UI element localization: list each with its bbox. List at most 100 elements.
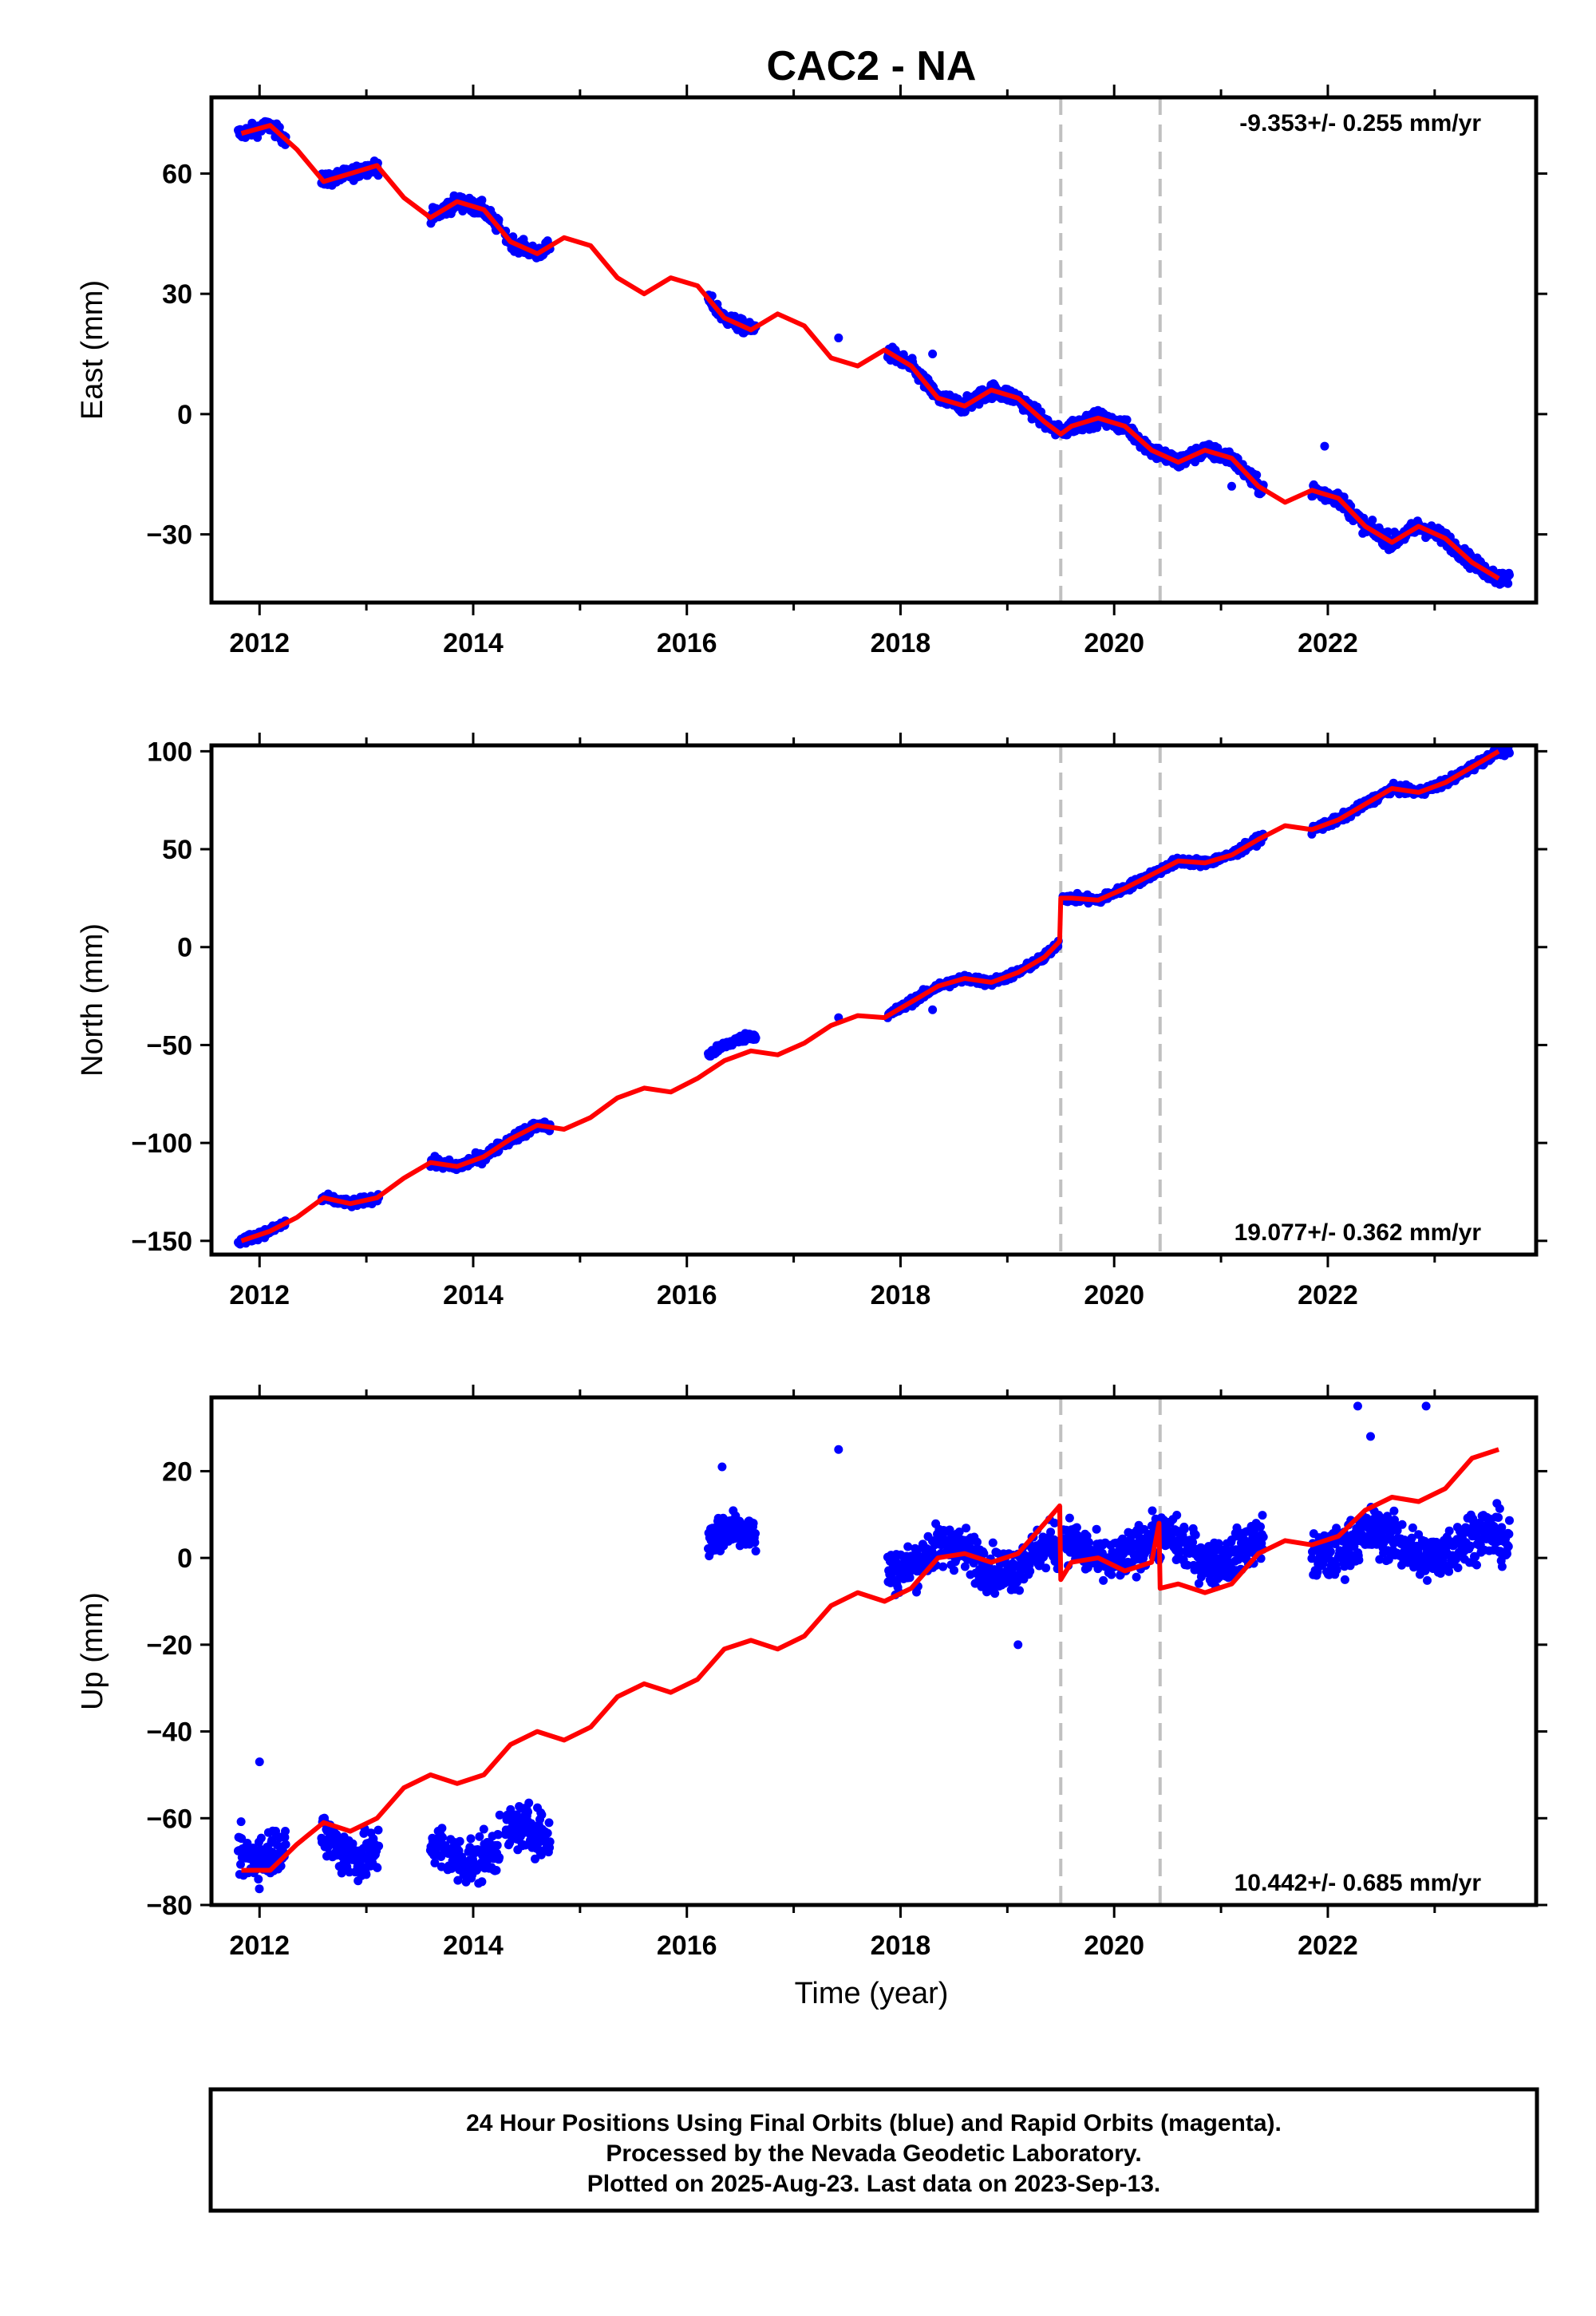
up-data-point — [337, 1868, 346, 1878]
up-data-point — [430, 1858, 440, 1867]
up-data-point — [990, 1589, 1000, 1599]
up-data-point — [751, 1547, 760, 1555]
up-data-point — [903, 1542, 913, 1551]
up-data-point — [1179, 1524, 1189, 1534]
east-data-point — [324, 168, 334, 178]
up-data-point — [373, 1825, 383, 1835]
east-data-point — [928, 350, 938, 359]
up-data-point — [348, 1839, 358, 1848]
up-data-point — [466, 1834, 476, 1844]
up-data-point — [492, 1866, 501, 1875]
east-ytick-label: 0 — [177, 400, 192, 430]
north-ytick-label: −50 — [146, 1030, 192, 1061]
up-data-point — [1025, 1567, 1035, 1576]
up-data-point — [1099, 1575, 1108, 1585]
up-data-point — [1107, 1570, 1116, 1579]
east-xtick-label: 2020 — [1084, 628, 1144, 658]
north-ytick-label: 50 — [162, 835, 192, 865]
east-ytick-label: 30 — [162, 279, 192, 310]
north-xtick-label: 2012 — [229, 1280, 290, 1310]
up-data-point — [537, 1810, 547, 1820]
up-data-point — [945, 1525, 954, 1535]
east-xtick-label: 2018 — [871, 628, 931, 658]
east-data-point — [834, 333, 843, 342]
up-data-point — [1132, 1572, 1141, 1582]
north-xtick-label: 2018 — [871, 1280, 931, 1310]
up-data-point — [1191, 1530, 1200, 1539]
up-data-point — [479, 1824, 488, 1834]
up-data-point — [988, 1538, 998, 1547]
up-data-point — [468, 1857, 478, 1867]
up-data-point — [1172, 1511, 1182, 1520]
north-data-point — [1505, 749, 1514, 758]
east-ytick-label: 60 — [162, 159, 192, 189]
north-xtick-label: 2014 — [443, 1280, 504, 1310]
east-xtick-label: 2014 — [443, 628, 504, 658]
up-data-point — [954, 1528, 964, 1536]
up-data-point — [457, 1852, 467, 1862]
up-data-point — [495, 1810, 504, 1820]
east-ytick-label: −30 — [146, 520, 192, 551]
up-data-point — [979, 1549, 989, 1559]
east-xtick-label: 2016 — [657, 628, 717, 658]
north-ylabel: North (mm) — [76, 923, 109, 1077]
up-data-point — [374, 1841, 384, 1851]
up-data-point — [1325, 1547, 1335, 1556]
up-data-point — [455, 1836, 464, 1846]
up-data-point — [281, 1827, 290, 1836]
up-data-point — [750, 1538, 760, 1547]
up-data-point — [518, 1828, 527, 1838]
up-data-point — [1258, 1511, 1267, 1520]
up-data-point — [545, 1837, 555, 1847]
east-data-point — [1122, 415, 1132, 425]
up-data-point — [523, 1807, 532, 1816]
up-data-point — [495, 1853, 504, 1862]
up-data-point — [543, 1828, 552, 1838]
up-data-point — [373, 1863, 382, 1872]
up-data-point — [1065, 1513, 1074, 1523]
up-data-point — [1046, 1528, 1056, 1537]
north-ytick-label: −100 — [131, 1128, 192, 1159]
up-data-point — [1194, 1579, 1203, 1588]
up-data-point — [1256, 1522, 1265, 1531]
east-data-point — [1320, 441, 1329, 451]
up-data-point — [1049, 1518, 1059, 1528]
up-data-point — [527, 1819, 536, 1828]
east-data-point — [1505, 571, 1514, 579]
up-data-point — [453, 1875, 463, 1885]
up-data-point — [960, 1562, 970, 1571]
north-xtick-label: 2022 — [1298, 1280, 1358, 1310]
up-data-point — [492, 1840, 502, 1850]
up-data-point — [1041, 1563, 1051, 1573]
up-data-point — [437, 1824, 447, 1833]
east-data-point — [1503, 579, 1513, 588]
up-data-point — [493, 1830, 503, 1840]
up-data-point — [905, 1573, 915, 1583]
up-data-point — [1183, 1560, 1192, 1570]
east-data-point — [477, 196, 487, 205]
up-data-point — [1258, 1532, 1268, 1542]
up-data-point — [1148, 1506, 1157, 1516]
chart-title: CAC2 - NA — [767, 43, 977, 89]
north-xtick-label: 2020 — [1084, 1280, 1144, 1310]
up-data-point — [256, 1833, 266, 1843]
up-data-point — [236, 1860, 245, 1869]
up-data-point — [1072, 1523, 1081, 1532]
up-data-point — [1092, 1524, 1101, 1534]
up-data-point — [531, 1854, 539, 1863]
up-data-point — [973, 1537, 982, 1547]
east-data-point — [1368, 516, 1377, 525]
east-model-curve — [240, 123, 1500, 581]
up-data-point — [938, 1562, 948, 1571]
east-ylabel: East (mm) — [76, 280, 109, 420]
up-data-point — [475, 1832, 484, 1841]
east-xtick-label: 2012 — [229, 628, 290, 658]
up-data-point — [524, 1798, 534, 1808]
east-data-point — [1383, 527, 1393, 536]
up-data-point — [950, 1566, 958, 1575]
north-ytick-label: 100 — [147, 737, 192, 767]
up-data-point — [236, 1817, 246, 1827]
